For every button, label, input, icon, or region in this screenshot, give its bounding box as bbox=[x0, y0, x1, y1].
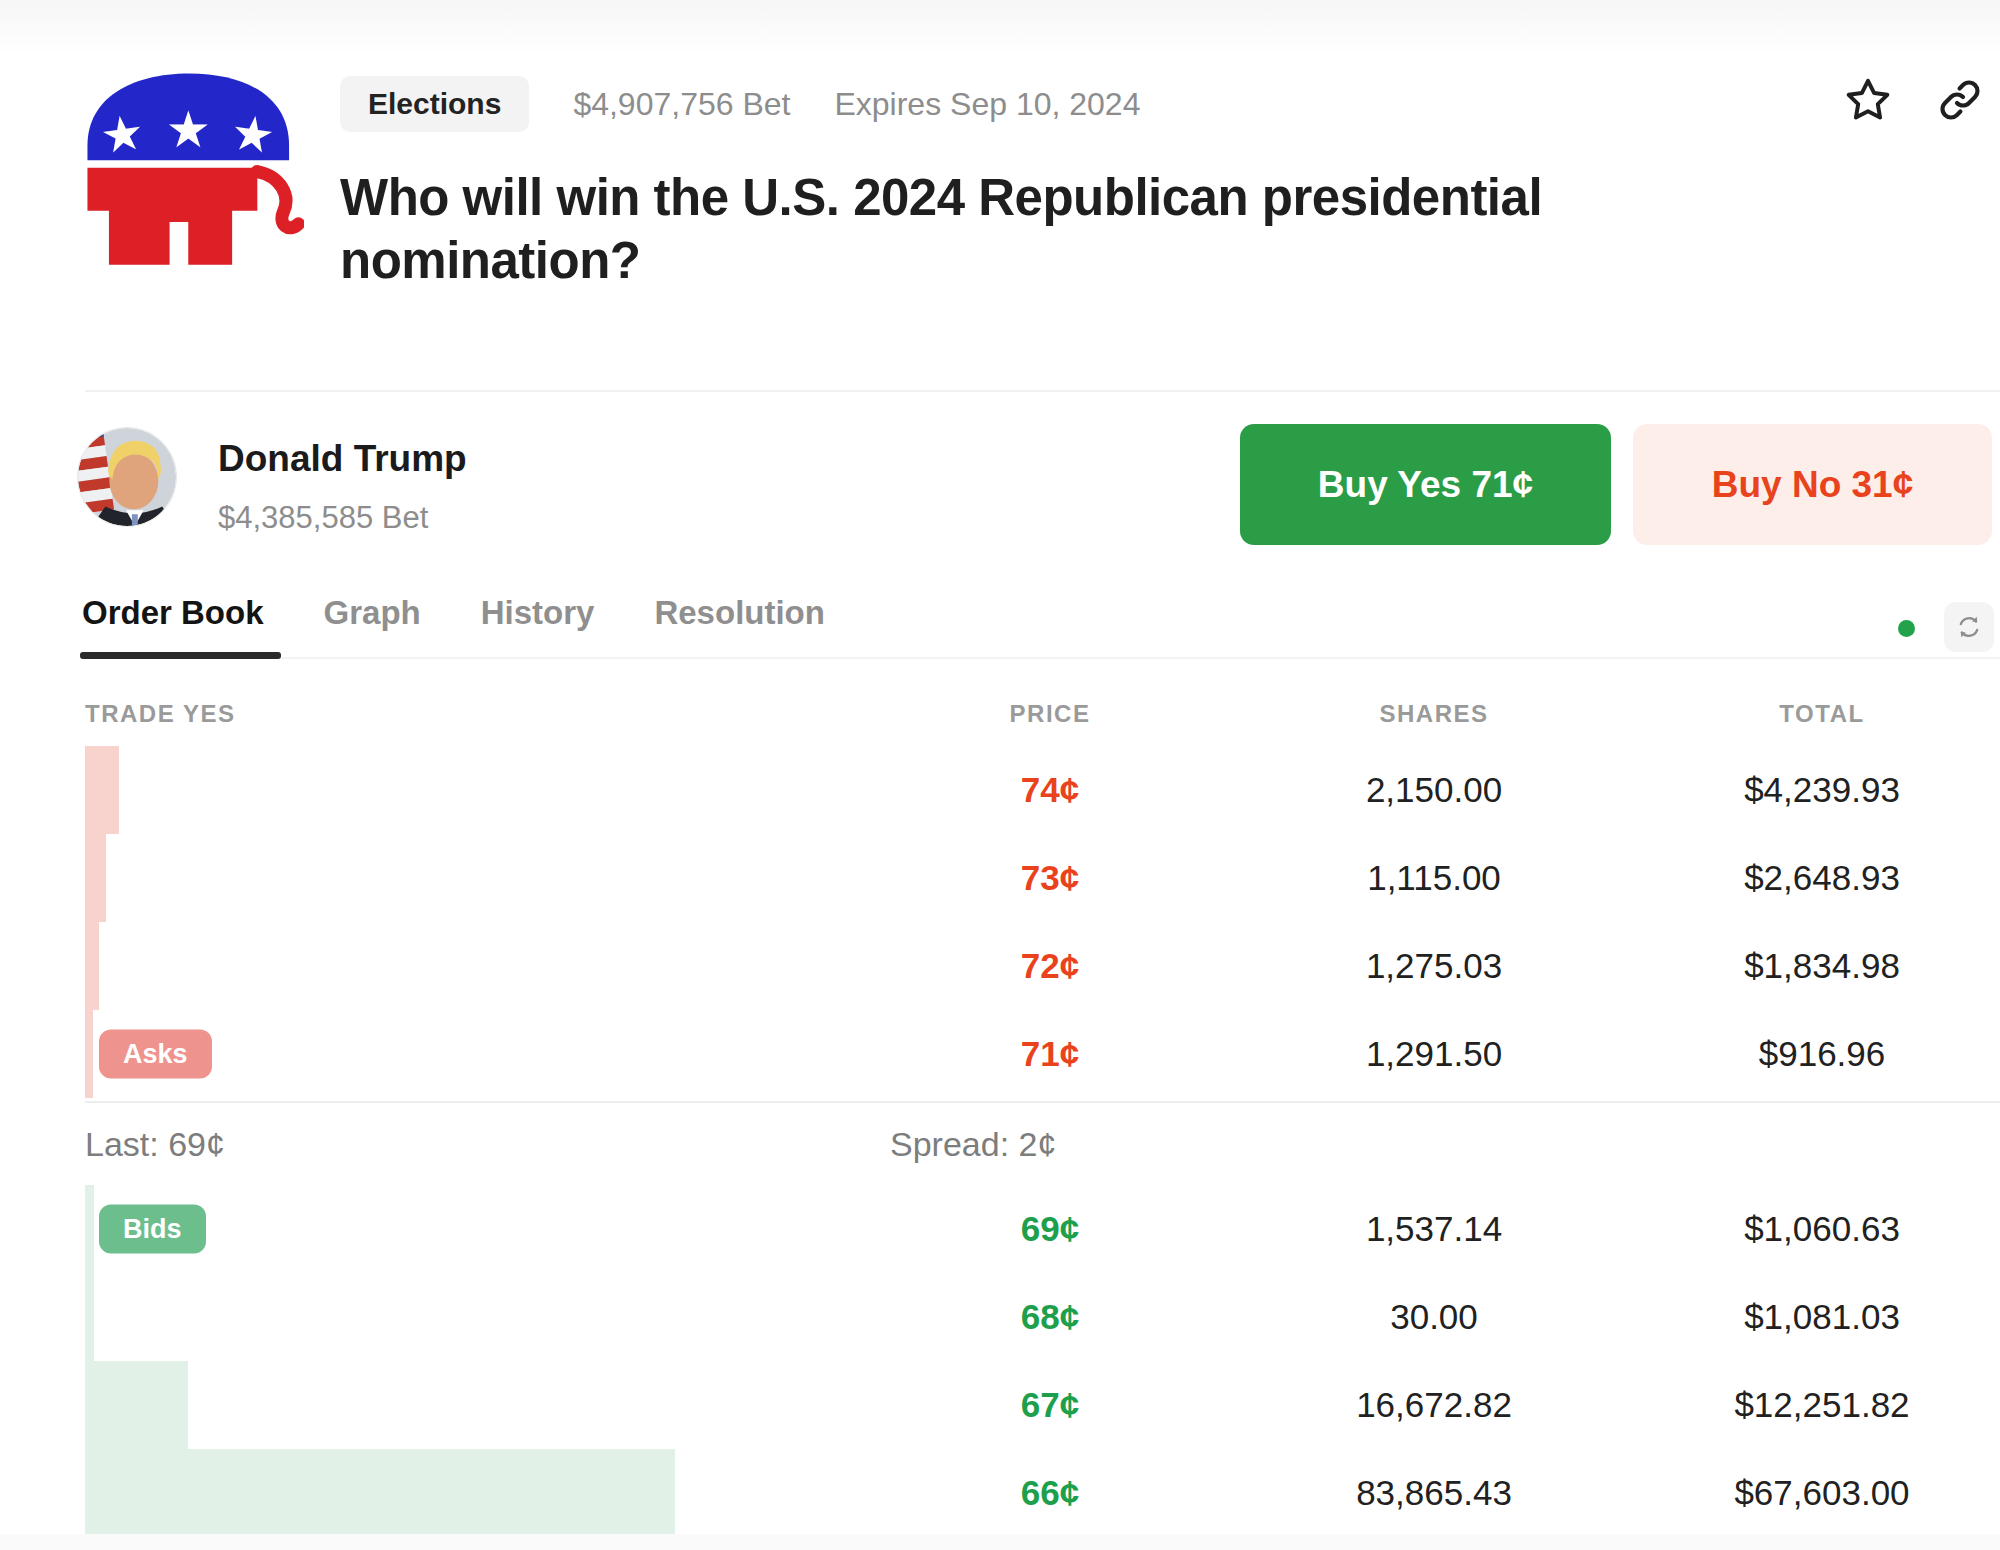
ask-row[interactable]: Asks 71¢ 1,291.50 $916.96 bbox=[85, 1010, 1992, 1098]
tabs-baseline bbox=[85, 657, 2000, 659]
bid-depth-bar bbox=[85, 1185, 94, 1273]
bid-total: $1,081.03 bbox=[1672, 1273, 1972, 1361]
bid-price: 67¢ bbox=[900, 1361, 1200, 1449]
avatar bbox=[78, 428, 176, 526]
tab-history[interactable]: History bbox=[481, 594, 595, 658]
svg-text:★: ★ bbox=[228, 104, 279, 164]
bid-shares: 16,672.82 bbox=[1284, 1361, 1584, 1449]
svg-text:★: ★ bbox=[166, 101, 211, 158]
col-header-price: PRICE bbox=[900, 700, 1200, 728]
spread: Spread: 2¢ bbox=[890, 1103, 1056, 1185]
gop-elephant-logo: ★ ★ ★ bbox=[80, 66, 304, 292]
svg-text:★: ★ bbox=[97, 104, 148, 164]
buy-no-button[interactable]: Buy No 31¢ bbox=[1633, 424, 1992, 545]
star-icon[interactable] bbox=[1842, 74, 1894, 126]
ask-total: $916.96 bbox=[1672, 1010, 1972, 1098]
ask-row[interactable]: 73¢ 1,115.00 $2,648.93 bbox=[85, 834, 1992, 922]
ask-shares: 2,150.00 bbox=[1284, 746, 1584, 834]
tab-resolution[interactable]: Resolution bbox=[654, 594, 825, 658]
bid-shares: 1,537.14 bbox=[1284, 1185, 1584, 1273]
gop-elephant-icon: ★ ★ ★ bbox=[80, 66, 304, 292]
last-price: Last: 69¢ bbox=[85, 1103, 225, 1185]
bid-shares: 83,865.43 bbox=[1284, 1449, 1584, 1537]
ask-price: 74¢ bbox=[900, 746, 1200, 834]
ask-depth-bar bbox=[85, 834, 106, 922]
expiry-date: Expires Sep 10, 2024 bbox=[834, 86, 1140, 123]
page-title: Who will win the U.S. 2024 Republican pr… bbox=[340, 166, 1810, 292]
bids-badge: Bids bbox=[99, 1205, 206, 1254]
bid-total: $1,060.63 bbox=[1672, 1185, 1972, 1273]
link-icon[interactable] bbox=[1934, 74, 1986, 126]
bid-depth-bar bbox=[85, 1273, 94, 1361]
bid-row[interactable]: Bids 69¢ 1,537.14 $1,060.63 bbox=[85, 1185, 1992, 1273]
ask-depth-bar bbox=[85, 746, 119, 834]
bid-depth-bar bbox=[85, 1449, 675, 1537]
outcome-bet-total: $4,385,585 Bet bbox=[218, 500, 428, 536]
bid-price: 68¢ bbox=[900, 1273, 1200, 1361]
bid-depth-bar bbox=[85, 1361, 188, 1449]
bid-row[interactable]: 66¢ 83,865.43 $67,603.00 bbox=[85, 1449, 1992, 1537]
bid-row[interactable]: 68¢ 30.00 $1,081.03 bbox=[85, 1273, 1992, 1361]
live-dot bbox=[1898, 620, 1915, 637]
ask-price: 71¢ bbox=[900, 1010, 1200, 1098]
tab-order-book[interactable]: Order Book bbox=[82, 594, 264, 658]
ask-row[interactable]: 74¢ 2,150.00 $4,239.93 bbox=[85, 746, 1992, 834]
col-header-shares: SHARES bbox=[1284, 700, 1584, 728]
asks-badge: Asks bbox=[99, 1030, 212, 1079]
bottom-divider bbox=[0, 1534, 2000, 1550]
bid-total: $12,251.82 bbox=[1672, 1361, 1972, 1449]
ask-total: $2,648.93 bbox=[1672, 834, 1972, 922]
buy-yes-button[interactable]: Buy Yes 71¢ bbox=[1240, 424, 1611, 545]
ask-price: 73¢ bbox=[900, 834, 1200, 922]
bid-total: $67,603.00 bbox=[1672, 1449, 1972, 1537]
ask-shares: 1,291.50 bbox=[1284, 1010, 1584, 1098]
category-badge[interactable]: Elections bbox=[340, 76, 529, 132]
ask-shares: 1,275.03 bbox=[1284, 922, 1584, 1010]
col-header-total: TOTAL bbox=[1672, 700, 1972, 728]
top-fade bbox=[0, 0, 2000, 55]
asks-section: 74¢ 2,150.00 $4,239.93 73¢ 1,115.00 $2,6… bbox=[85, 746, 1992, 1098]
active-tab-underline bbox=[80, 652, 281, 659]
bid-row[interactable]: 67¢ 16,672.82 $12,251.82 bbox=[85, 1361, 1992, 1449]
bid-shares: 30.00 bbox=[1284, 1273, 1584, 1361]
refresh-icon bbox=[1955, 613, 1983, 641]
outcome-name: Donald Trump bbox=[218, 438, 467, 480]
ask-row[interactable]: 72¢ 1,275.03 $1,834.98 bbox=[85, 922, 1992, 1010]
header-divider bbox=[85, 390, 2000, 392]
bet-total: $4,907,756 Bet bbox=[573, 86, 790, 123]
ask-total: $1,834.98 bbox=[1672, 922, 1972, 1010]
ask-price: 72¢ bbox=[900, 922, 1200, 1010]
tab-graph[interactable]: Graph bbox=[324, 594, 421, 658]
tab-bar: Order Book Graph History Resolution bbox=[82, 594, 825, 658]
bids-section: Bids 69¢ 1,537.14 $1,060.63 68¢ 30.00 $1… bbox=[85, 1185, 1992, 1537]
ask-total: $4,239.93 bbox=[1672, 746, 1972, 834]
market-meta-row: Elections $4,907,756 Bet Expires Sep 10,… bbox=[340, 76, 1140, 132]
last-spread-row: Last: 69¢ Spread: 2¢ bbox=[85, 1101, 2000, 1185]
col-header-trade-yes: TRADE YES bbox=[85, 700, 235, 728]
bid-price: 66¢ bbox=[900, 1449, 1200, 1537]
header-actions bbox=[1842, 74, 1986, 126]
bid-price: 69¢ bbox=[900, 1185, 1200, 1273]
ask-shares: 1,115.00 bbox=[1284, 834, 1584, 922]
refresh-button[interactable] bbox=[1944, 602, 1994, 652]
ask-depth-bar bbox=[85, 922, 99, 1010]
ask-depth-bar bbox=[85, 1010, 93, 1098]
